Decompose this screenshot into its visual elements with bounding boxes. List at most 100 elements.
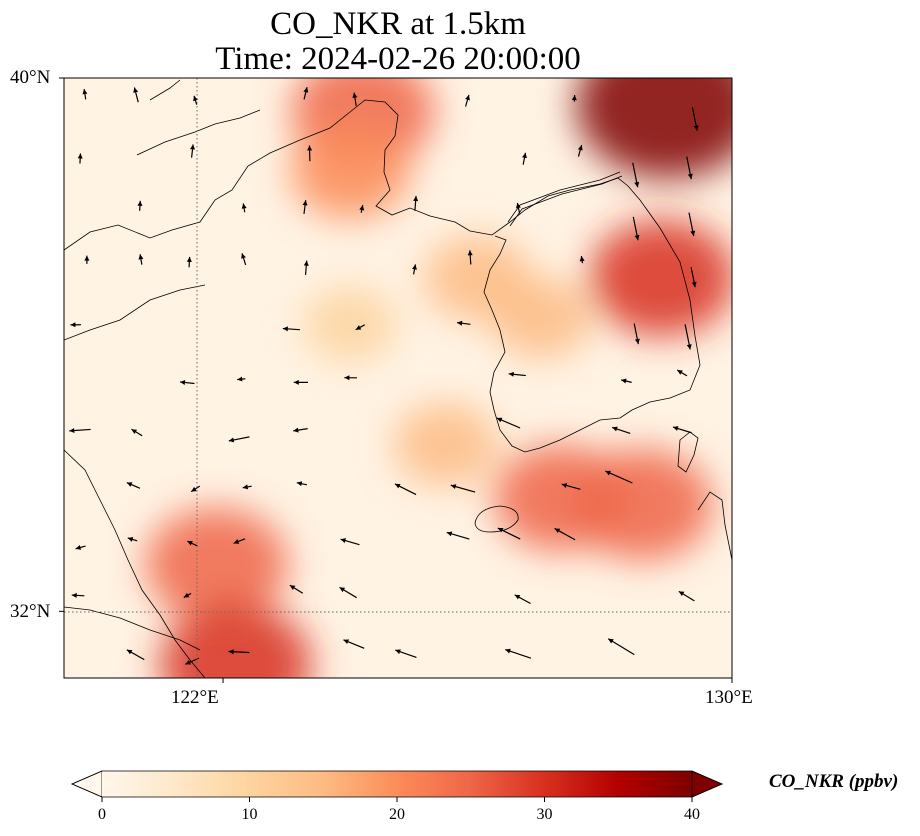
wind-arrow: [228, 436, 250, 443]
colorbar-tick-marks: [101, 797, 693, 802]
wind-arrow: [303, 87, 309, 100]
plume-hotspot: [290, 123, 411, 220]
plume-hotspot: [490, 277, 592, 359]
wind-arrow: [359, 204, 365, 213]
wind-arrow: [126, 482, 141, 489]
wind-arrow: [467, 250, 473, 265]
wind-arrow: [561, 483, 581, 490]
wind-arrow: [672, 426, 692, 434]
wind-arrow: [186, 540, 198, 547]
plume-hotspot: [145, 507, 288, 622]
wind-arrow: [686, 156, 693, 180]
wind-arrow: [302, 200, 308, 215]
wind-arrow: [355, 324, 366, 331]
wind-arrow: [241, 253, 247, 266]
wind-arrow: [678, 590, 695, 602]
wind-arrow: [497, 527, 521, 540]
wind-arrow: [352, 92, 358, 106]
colorbar-tick-label: 30: [536, 806, 553, 823]
wind-arrow: [514, 594, 531, 605]
wind-arrow: [77, 153, 83, 164]
wind-arrow: [611, 426, 631, 435]
wind-arrow: [395, 649, 417, 659]
wind-arrow: [412, 264, 417, 275]
colorbar-title: CO_NKR (ppbv): [769, 771, 899, 792]
wind-arrow: [515, 202, 521, 214]
wind-arrow: [75, 545, 86, 550]
wind-arrow: [133, 87, 139, 103]
wind-arrow: [571, 95, 577, 102]
wind-arrow: [344, 375, 358, 381]
map-frame: [63, 77, 733, 679]
wind-arrow: [413, 195, 419, 211]
wind-arrow: [339, 586, 357, 599]
wind-arrow: [237, 376, 246, 382]
colorbar-tick-label: 40: [684, 806, 700, 823]
wind-arrow: [242, 484, 252, 490]
wind-arrow: [522, 152, 527, 165]
wind-arrow: [183, 592, 192, 598]
lon-label-122: 122°E: [171, 687, 219, 708]
wind-arrow: [684, 324, 692, 350]
wind-arrow: [126, 649, 145, 661]
wind-arrow: [496, 417, 521, 429]
wind-arrow: [676, 369, 688, 377]
map-title-line1: CO_NKR at 1.5km: [270, 6, 526, 42]
colorbar-gradient: [102, 771, 692, 797]
lat-label-32: 32°N: [10, 601, 51, 622]
wind-arrow: [632, 216, 640, 241]
wind-arrow: [579, 255, 585, 264]
colorbar-tick-label: 0: [98, 806, 106, 823]
wind-arrow: [69, 428, 91, 434]
wind-arrow: [282, 326, 300, 332]
wind-arrow: [633, 323, 640, 345]
colorbar-extend-max: [691, 770, 724, 798]
wind-arrow: [465, 94, 470, 107]
concentration-field: [64, 78, 732, 678]
coastline: [64, 79, 732, 678]
wind-arrow: [450, 484, 476, 493]
wind-arrow: [190, 144, 195, 158]
lon-label-130: 130°E: [705, 687, 753, 708]
plume-hotspot: [493, 444, 627, 552]
plume-hotspot: [159, 603, 312, 678]
wind-arrow: [137, 200, 143, 211]
wind-arrow: [241, 203, 247, 213]
wind-arrow: [394, 483, 417, 496]
wind-arrow: [605, 470, 633, 484]
plume-hotspot: [576, 78, 732, 179]
wind-arrow: [343, 639, 365, 649]
plume-hotspot: [393, 403, 498, 487]
wind-arrow: [691, 107, 699, 131]
wind-arrow: [186, 256, 192, 268]
wind-arrow: [127, 537, 138, 542]
colorbar-extend-min: [70, 770, 103, 798]
wind-arrow: [577, 144, 583, 157]
plume-hotspot: [303, 286, 398, 363]
wind-arrow: [71, 592, 85, 598]
wind-arrow: [303, 260, 309, 275]
wind-arrow: [82, 88, 88, 100]
wind-arrow: [446, 531, 470, 540]
wind-vectors: [69, 87, 699, 665]
wind-arrow: [190, 485, 201, 493]
wind-arrow: [193, 95, 198, 105]
wind-arrow: [293, 379, 309, 385]
wind-arrow: [690, 267, 697, 288]
wind-arrow: [179, 379, 195, 385]
plume-layer: [145, 78, 732, 678]
wind-arrow: [233, 538, 246, 544]
colorbar-tick-label: 20: [389, 806, 405, 823]
wind-arrow: [505, 648, 532, 659]
wind-arrow: [340, 538, 360, 546]
wind-arrow: [508, 371, 526, 377]
wind-arrow: [138, 254, 144, 265]
wind-arrow: [84, 255, 90, 264]
wind-arrow: [632, 162, 640, 188]
wind-arrow: [688, 212, 696, 237]
wind-arrow: [293, 427, 308, 433]
colorbar-tick-label: 10: [241, 806, 258, 823]
map-title-line2: Time: 2024-02-26 20:00:00: [215, 41, 581, 77]
wind-arrow: [289, 584, 304, 594]
